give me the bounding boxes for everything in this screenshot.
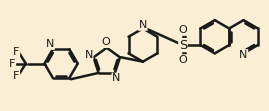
- Text: F: F: [13, 71, 20, 81]
- Text: O: O: [179, 25, 187, 35]
- Text: O: O: [179, 55, 187, 65]
- Text: F: F: [9, 58, 16, 69]
- Text: F: F: [13, 47, 20, 56]
- Text: N: N: [139, 20, 147, 30]
- Text: N: N: [46, 39, 54, 49]
- Text: N: N: [84, 50, 93, 60]
- Text: N: N: [112, 73, 121, 83]
- Text: N: N: [239, 50, 248, 60]
- Text: S: S: [179, 39, 187, 52]
- Text: O: O: [101, 37, 110, 47]
